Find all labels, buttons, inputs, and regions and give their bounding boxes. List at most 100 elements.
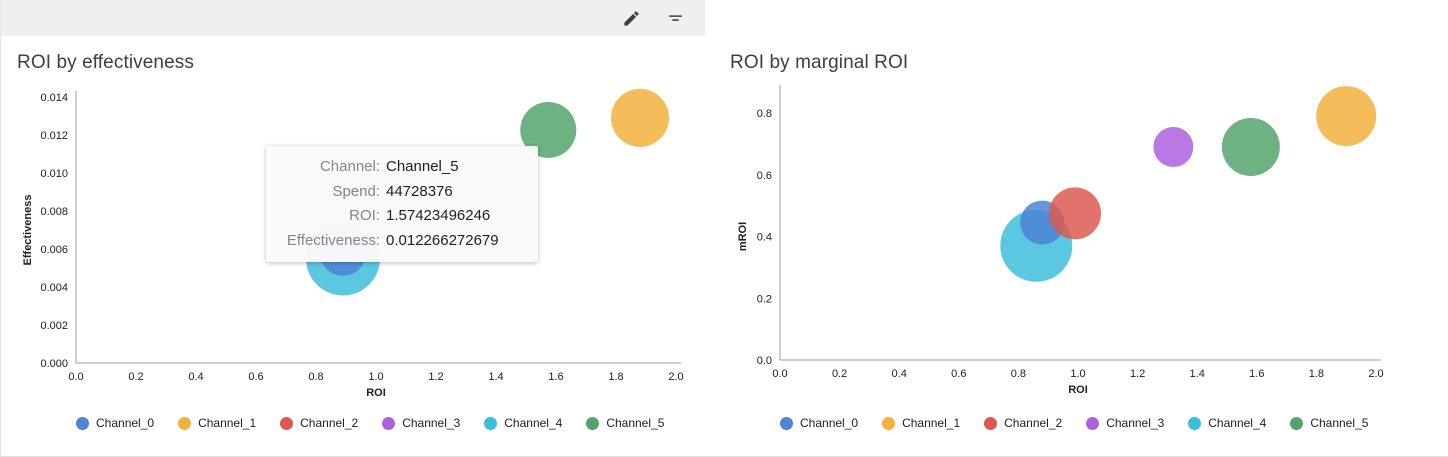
x-tick-label: 0.0: [68, 371, 83, 383]
chart-panel-roi-by-marginal-roi: 0.0 0.2 0.4 0.6 0.8 0.0 0.2 0.4 0.6 0.8 1.0 1.2 1.4 1…: [713, 40, 1448, 456]
tooltip-label: Channel:: [319, 158, 380, 175]
legend-item-channel_1[interactable]: Channel_1: [882, 416, 960, 430]
tooltip-value: 0.012266272679: [386, 231, 499, 249]
x-tick-label: 2.0: [668, 371, 683, 383]
chart-panel-roi-by-effectiveness: 0.000 0.002 0.004 0.006 0.008 0.010 0.012 0.014…: [1, 40, 711, 456]
x-tick-label: 1.4: [1190, 368, 1205, 380]
y-tick-label: 0.000: [40, 358, 68, 370]
x-axis-title: ROI: [1068, 384, 1088, 396]
legend-label: Channel_5: [1310, 416, 1369, 430]
legend-dot-icon: [1188, 416, 1202, 430]
bubble-channel_5[interactable]: [1221, 117, 1280, 176]
legend-item-channel_0[interactable]: Channel_0: [76, 416, 154, 430]
y-tick-label: 0.0: [757, 355, 772, 367]
x-axis-title: ROI: [366, 387, 386, 399]
legend-dot-icon: [484, 416, 498, 430]
y-tick-label: 0.010: [40, 168, 68, 180]
tooltip-value: 1.57423496246: [386, 207, 491, 224]
legend: Channel_0 Channel_1 Channel_2 Channel_3 Chan…: [780, 416, 1368, 430]
x-tick-label: 0.8: [1011, 368, 1026, 380]
filter-button[interactable]: [657, 0, 693, 36]
y-tick-label: 0.6: [757, 170, 772, 182]
legend-label: Channel_5: [606, 416, 665, 430]
tooltip-rows: Channel: Channel_5 Spend: 44728376 ROI: 1.574…: [280, 155, 524, 253]
x-tick-label: 1.2: [428, 371, 443, 383]
legend-item-channel_4[interactable]: Channel_4: [484, 416, 562, 430]
tooltip-value: 44728376: [386, 182, 453, 200]
bubble-channel_3[interactable]: [1153, 126, 1194, 167]
legend-dot-icon: [280, 416, 294, 430]
legend-dot-icon: [1290, 416, 1304, 430]
legend-dot-icon: [882, 416, 896, 430]
legend-dot-icon: [984, 416, 998, 430]
y-tick-label: 0.002: [40, 320, 68, 332]
y-tick-label: 0.014: [40, 92, 68, 104]
chart-title: ROI by marginal ROI: [730, 52, 909, 73]
legend-item-channel_3[interactable]: Channel_3: [1086, 416, 1164, 430]
legend-item-channel_1[interactable]: Channel_1: [178, 416, 256, 430]
x-tick-label: 1.0: [1070, 368, 1085, 380]
edit-button[interactable]: [613, 0, 649, 36]
legend-item-channel_5[interactable]: Channel_5: [1290, 416, 1368, 430]
tooltip-label: Spend:: [332, 182, 380, 200]
legend-label: Channel_0: [96, 416, 155, 430]
legend-item-channel_2[interactable]: Channel_2: [984, 416, 1062, 430]
y-tick-label: 0.2: [757, 293, 772, 305]
x-tick-label: 1.2: [1130, 368, 1145, 380]
legend-item-channel_4[interactable]: Channel_4: [1188, 416, 1266, 430]
legend-dot-icon: [382, 416, 396, 430]
x-tick-label: 1.6: [548, 371, 563, 383]
edit-pencil-icon: [623, 10, 639, 26]
legend-label: Channel_1: [902, 416, 961, 430]
chart-tooltip: Channel: Channel_5 Spend: 44728376 ROI: 1.574…: [266, 146, 538, 262]
legend-label: Channel_2: [1004, 416, 1063, 430]
legend-label: Channel_4: [504, 416, 563, 430]
roi-by-marginal-roi-plot: 0.0 0.2 0.4 0.6 0.8 0.0 0.2 0.4 0.6 0.8 1.0 1.2 1.4 1…: [737, 85, 1384, 396]
bubble-channel_5[interactable]: [520, 101, 577, 158]
legend: Channel_0 Channel_1 Channel_2 Channel_3 Chan…: [76, 416, 664, 430]
x-tick-label: 0.6: [248, 371, 263, 383]
y-tick-label: 0.8: [757, 108, 772, 120]
tooltip-label: ROI:: [349, 207, 380, 224]
x-tick-label: 2.0: [1368, 368, 1383, 380]
y-tick-label: 0.008: [40, 206, 68, 218]
x-tick-label: 1.4: [488, 371, 503, 383]
x-tick-label: 1.8: [1309, 368, 1324, 380]
legend-label: Channel_2: [300, 416, 359, 430]
tooltip-label: Effectiveness:: [286, 231, 380, 249]
x-tick-label: 1.8: [608, 371, 623, 383]
x-tick-label: 0.4: [188, 371, 203, 383]
legend-item-channel_5[interactable]: Channel_5: [586, 416, 664, 430]
x-tick-label: 0.8: [308, 371, 323, 383]
y-tick-label: 0.004: [40, 282, 68, 294]
filter-icon: [668, 14, 682, 21]
legend-item-channel_0[interactable]: Channel_0: [780, 416, 858, 430]
legend-label: Channel_0: [800, 416, 859, 430]
bubble-channel_1[interactable]: [1316, 86, 1377, 147]
x-tick-label: 0.6: [951, 368, 966, 380]
legend-item-channel_2[interactable]: Channel_2: [280, 416, 358, 430]
tooltip-value: Channel_5: [386, 158, 459, 175]
y-tick-label: 0.4: [757, 232, 772, 244]
legend-label: Channel_1: [198, 416, 257, 430]
legend-dot-icon: [1086, 416, 1100, 430]
x-tick-label: 0.2: [128, 371, 143, 383]
x-tick-label: 0.4: [892, 368, 907, 380]
chart-title: ROI by effectiveness: [17, 52, 194, 73]
legend-label: Channel_4: [1208, 416, 1267, 430]
legend-item-channel_3[interactable]: Channel_3: [382, 416, 460, 430]
legend-label: Channel_3: [402, 416, 461, 430]
x-tick-label: 1.6: [1249, 368, 1264, 380]
legend-dot-icon: [76, 416, 89, 430]
chart-header-toolbar: [1, 0, 705, 36]
y-axis-title: Effectiveness: [22, 195, 34, 266]
x-tick-label: 0.2: [832, 368, 847, 380]
legend-dot-icon: [586, 416, 600, 430]
bubble-channel_1[interactable]: [611, 88, 669, 147]
x-tick-label: 0.0: [772, 368, 787, 380]
bubble-channel_2[interactable]: [1049, 187, 1102, 240]
y-tick-label: 0.012: [40, 130, 68, 142]
legend-dot-icon: [178, 416, 192, 430]
y-tick-label: 0.006: [40, 244, 68, 256]
